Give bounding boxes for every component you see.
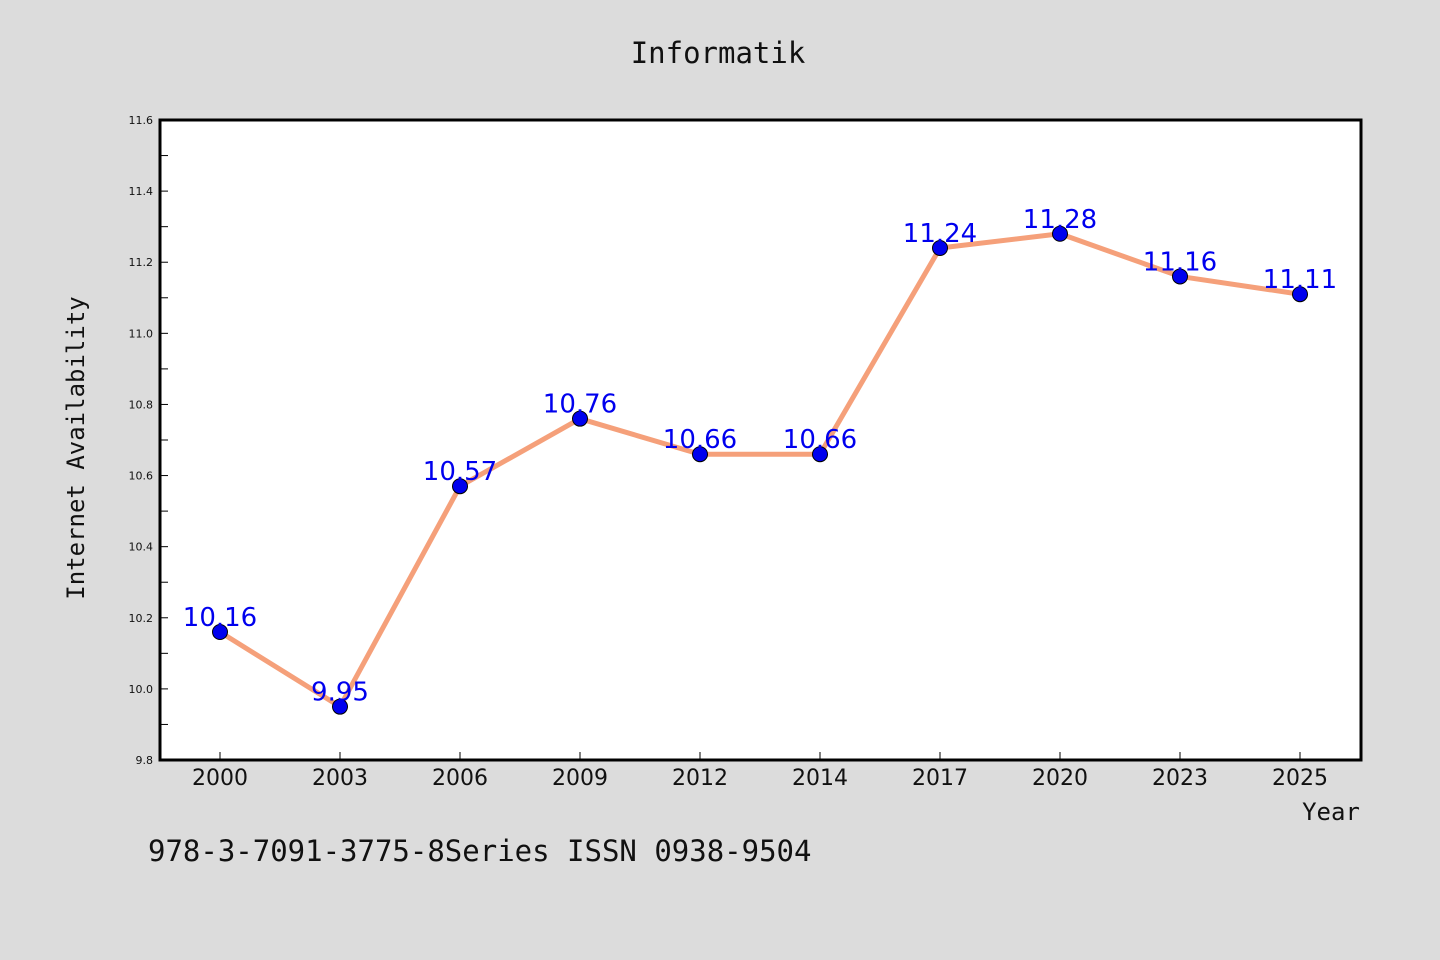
x-tick-label: 2014 (792, 766, 848, 791)
data-label: 11.24 (903, 219, 977, 249)
plot-frame (158, 118, 1363, 762)
data-label-group: 10.16 9.95 10.57 10.76 10.66 10.66 11.24 11.28 1… (183, 205, 1337, 708)
data-point (572, 410, 588, 427)
x-axis-label: Year (1302, 798, 1360, 826)
data-point (1172, 268, 1188, 285)
y-tick-label: 11.2 (129, 256, 154, 269)
data-point (332, 698, 348, 715)
data-point (932, 240, 948, 256)
data-label: 10.76 (543, 390, 617, 420)
data-point (812, 446, 828, 463)
y-tick-label: 11.4 (129, 185, 154, 198)
x-tick-label: 2000 (192, 766, 248, 791)
y-axis: 9.8 10.0 10.2 10.4 10.6 10.8 11.0 11.2 11.4 11.6 (129, 114, 168, 767)
plot-area (160, 120, 1361, 760)
y-tick-label: 10.6 (129, 470, 154, 483)
x-tick-label: 2025 (1272, 766, 1328, 791)
y-tick-label: 10.2 (129, 612, 154, 625)
footer-note: 978-3-7091-3775-8Series ISSN 0938-9504 (148, 834, 812, 868)
data-point (692, 446, 708, 463)
x-tick-label: 2023 (1152, 766, 1208, 791)
chart-title: Informatik (631, 36, 806, 70)
data-label: 10.66 (783, 425, 857, 455)
data-label: 9.95 (311, 678, 369, 708)
y-axis-label: Internet Availability (62, 296, 90, 599)
data-point (212, 624, 228, 640)
data-label: 10.16 (183, 603, 257, 633)
x-axis: 2000 2003 2006 2009 2012 2014 2017 2020 2023 2025 (192, 752, 1328, 791)
y-tick-label: 10.8 (129, 398, 154, 411)
x-tick-label: 2006 (432, 766, 488, 791)
data-point (1292, 286, 1308, 303)
y-tick-label: 9.8 (136, 754, 154, 767)
x-tick-label: 2003 (312, 766, 368, 791)
data-label: 10.66 (663, 425, 737, 455)
series-line (217, 231, 1303, 710)
x-tick-label: 2020 (1032, 766, 1088, 791)
data-label: 11.11 (1263, 265, 1337, 295)
y-tick-label: 10.4 (129, 541, 154, 554)
x-tick-label: 2017 (912, 766, 968, 791)
x-tick-label: 2012 (672, 766, 728, 791)
y-tick-label: 10.0 (129, 683, 154, 696)
x-tick-label: 2009 (552, 766, 608, 791)
y-tick-label: 11.0 (129, 327, 154, 340)
data-label: 11.28 (1023, 205, 1097, 235)
y-tick-label: 11.6 (129, 114, 154, 127)
series-line-group (212, 225, 1308, 715)
data-point (1052, 225, 1068, 242)
data-label: 11.16 (1143, 247, 1217, 277)
data-point (452, 478, 468, 495)
data-label: 10.57 (423, 457, 497, 487)
